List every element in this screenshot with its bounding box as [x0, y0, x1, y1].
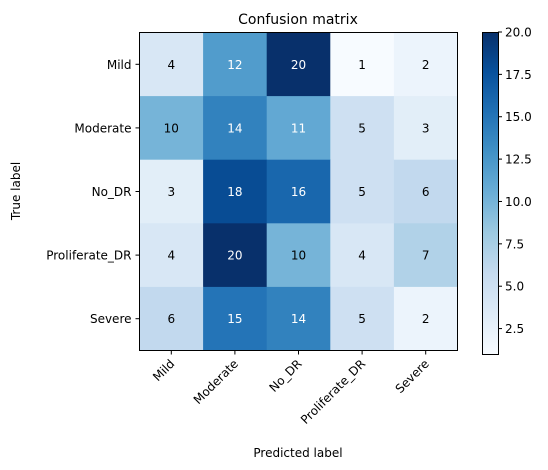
- y-tick-label: Moderate: [74, 121, 131, 135]
- x-tick-label: No_DR: [267, 357, 305, 395]
- heatmap-cells: [139, 32, 458, 351]
- cell-value: 1: [358, 58, 366, 72]
- cell-value: 14: [227, 121, 242, 135]
- colorbar-tick-label: 5.0: [505, 280, 524, 294]
- y-tick-label: Proliferate_DR: [46, 249, 131, 263]
- heatmap-cell: [203, 32, 268, 97]
- heatmap-cell: [330, 32, 395, 97]
- cell-value: 10: [291, 249, 306, 263]
- cell-value: 3: [422, 121, 430, 135]
- heatmap-cell: [203, 159, 268, 224]
- colorbar: [482, 32, 498, 354]
- y-axis-ticks: Mild Moderate No_DR Proliferate_DR Severe: [46, 58, 140, 326]
- y-tick-label: No_DR: [92, 185, 132, 199]
- heatmap-cell: [393, 286, 458, 351]
- cell-value: 4: [167, 249, 175, 263]
- colorbar-frame: [482, 32, 499, 355]
- x-tick-label: Severe: [393, 357, 432, 396]
- heatmap-cell: [203, 96, 268, 161]
- cell-value: 5: [358, 121, 366, 135]
- cell-value: 4: [358, 249, 366, 263]
- colorbar-tick-label: 7.5: [505, 237, 524, 251]
- cell-value: 7: [422, 249, 430, 263]
- cell-value: 6: [167, 312, 175, 326]
- heatmap-cell: [393, 96, 458, 161]
- cell-value: 10: [164, 121, 179, 135]
- colorbar-tick-label: 20.0: [505, 26, 532, 40]
- heatmap-cell: [266, 223, 331, 288]
- y-tick-label: Mild: [107, 58, 132, 72]
- heatmap-cell: [330, 223, 395, 288]
- x-tick-label: Mild: [150, 357, 177, 384]
- chart-title: Confusion matrix: [238, 12, 358, 28]
- heatmap-cell: [203, 286, 268, 351]
- cell-value: 11: [291, 121, 306, 135]
- cell-value-labels: 4 12 20 1 210 14 11 5 33 18 16 5 64 20 10 4 76 15 14 5 2: [164, 58, 430, 326]
- heatmap-cell: [266, 32, 331, 97]
- cell-value: 15: [227, 312, 242, 326]
- y-axis-label: True label: [9, 162, 23, 221]
- heatmap-cell: [139, 32, 204, 97]
- cell-value: 16: [291, 185, 306, 199]
- colorbar-tick-label: 12.5: [505, 153, 532, 167]
- heatmap-cell: [393, 223, 458, 288]
- heatmap-cell: [139, 96, 204, 161]
- heatmap-cell: [393, 32, 458, 97]
- x-tick-label: Proliferate_DR: [298, 357, 368, 427]
- heatmap-cell: [266, 96, 331, 161]
- cell-value: 18: [227, 185, 242, 199]
- colorbar-tick-label: 17.5: [505, 68, 532, 82]
- cell-value: 3: [167, 185, 175, 199]
- heatmap-cell: [203, 223, 268, 288]
- cell-value: 5: [358, 185, 366, 199]
- colorbar-ticks: 2.5 5.0 7.5 10.0 12.5 15.0 17.5 20.0: [498, 26, 532, 336]
- colorbar-tick-label: 10.0: [505, 195, 532, 209]
- cell-value: 4: [167, 58, 175, 72]
- cell-value: 20: [227, 249, 242, 263]
- cell-value: 6: [422, 185, 430, 199]
- colorbar-tick-label: 15.0: [505, 110, 532, 124]
- cell-value: 5: [358, 312, 366, 326]
- cell-value: 20: [291, 58, 306, 72]
- heatmap-cell: [139, 223, 204, 288]
- y-tick-label: Severe: [90, 312, 132, 326]
- heatmap-cell: [266, 286, 331, 351]
- x-tick-label: Moderate: [191, 357, 241, 407]
- colorbar-tick-label: 2.5: [505, 322, 524, 336]
- cell-value: 12: [227, 58, 242, 72]
- heatmap-cell: [330, 159, 395, 224]
- heatmap-cell: [266, 159, 331, 224]
- cell-value: 14: [291, 312, 306, 326]
- heatmap-cell: [330, 96, 395, 161]
- x-axis-label: Predicted label: [253, 446, 342, 460]
- heatmap-cell: [393, 159, 458, 224]
- cell-value: 2: [422, 58, 430, 72]
- heatmap-cell: [139, 159, 204, 224]
- heatmap-cell: [139, 286, 204, 351]
- heatmap-cell: [330, 286, 395, 351]
- cell-value: 2: [422, 312, 430, 326]
